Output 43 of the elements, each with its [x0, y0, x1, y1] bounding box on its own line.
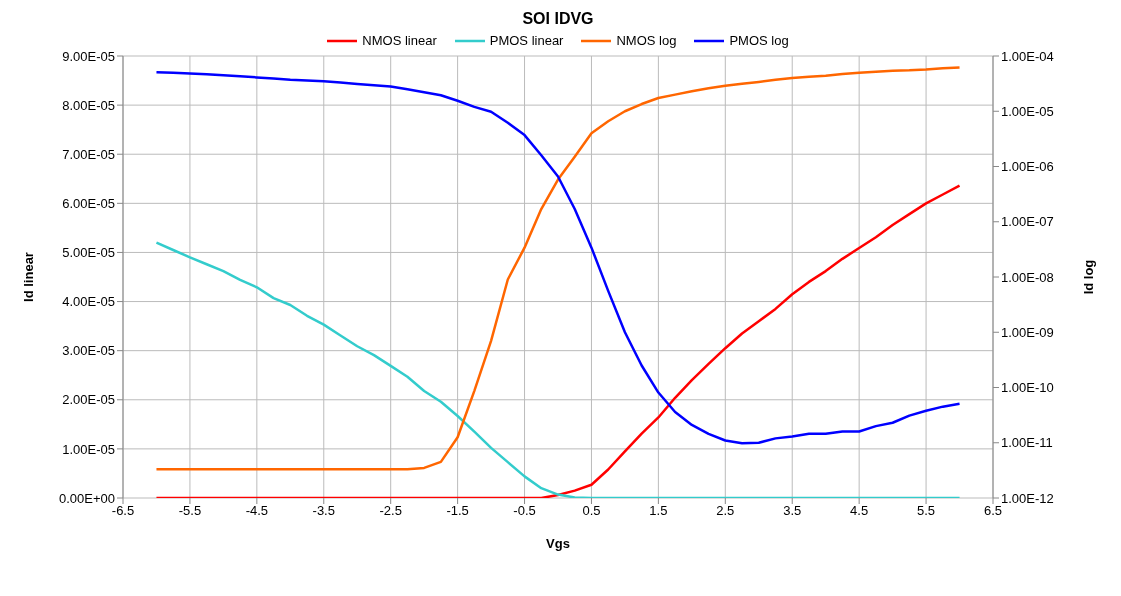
- legend-label: PMOS log: [728, 33, 789, 48]
- legend-label: NMOS linear: [361, 33, 437, 48]
- x-tick-label: 2.5: [716, 503, 735, 519]
- y2-tick-label: 1.00E-11: [1001, 435, 1053, 451]
- y2-tick-label: 1.00E-10: [1001, 380, 1054, 396]
- x-axis-title: Vgs: [546, 536, 570, 551]
- legend-label: PMOS linear: [488, 33, 564, 48]
- y-tick-label: 0.00E+00: [58, 490, 115, 506]
- y-axis-title: Id linear: [20, 252, 36, 302]
- y2-tick-label: 1.00E-09: [1001, 324, 1054, 340]
- y2-tick-label: 1.00E-04: [1001, 48, 1054, 64]
- legend-label: NMOS log: [615, 33, 677, 48]
- x-tick-label: -3.5: [312, 503, 335, 519]
- y2-tick-label: 1.00E-12: [1001, 490, 1054, 506]
- x-tick-label: -6.5: [111, 503, 135, 519]
- line-series: [155, 184, 961, 498]
- y-tick-label: 4.00E-05: [62, 294, 115, 310]
- x-tick-label: -0.5: [513, 503, 536, 519]
- x-tick-label: 5.5: [917, 503, 936, 519]
- y2-tick-label: 1.00E-08: [1001, 269, 1054, 285]
- y-tick-label: 2.00E-05: [62, 392, 115, 408]
- y2-tick-label: 1.00E-06: [1001, 159, 1054, 175]
- y2-tick-label: 1.00E-05: [1001, 103, 1054, 119]
- y-tick-label: 9.00E-05: [62, 48, 115, 64]
- y2-tick-label: 1.00E-07: [1001, 214, 1054, 230]
- x-tick-label: 4.5: [850, 503, 869, 519]
- y-tick-label: 7.00E-05: [62, 146, 115, 162]
- x-tick-label: -5.5: [178, 503, 202, 519]
- x-tick-label: -4.5: [245, 503, 269, 519]
- y-tick-label: 1.00E-05: [62, 441, 115, 457]
- x-tick-label: 6.5: [983, 503, 1003, 519]
- y-tick-label: 5.00E-05: [62, 245, 115, 261]
- x-tick-label: 0.5: [582, 503, 601, 519]
- x-tick-label: 1.5: [649, 503, 668, 519]
- line-series: [155, 241, 961, 498]
- x-tick-label: -2.5: [379, 503, 402, 519]
- y2-axis-title: Id log: [1080, 259, 1096, 295]
- y-tick-label: 6.00E-05: [62, 195, 115, 211]
- chart-title: SOI IDVG: [521, 10, 595, 28]
- x-tick-label: 3.5: [783, 503, 802, 519]
- y-tick-label: 3.00E-05: [62, 343, 115, 359]
- x-tick-label: -1.5: [446, 503, 469, 519]
- y-tick-label: 8.00E-05: [62, 97, 115, 113]
